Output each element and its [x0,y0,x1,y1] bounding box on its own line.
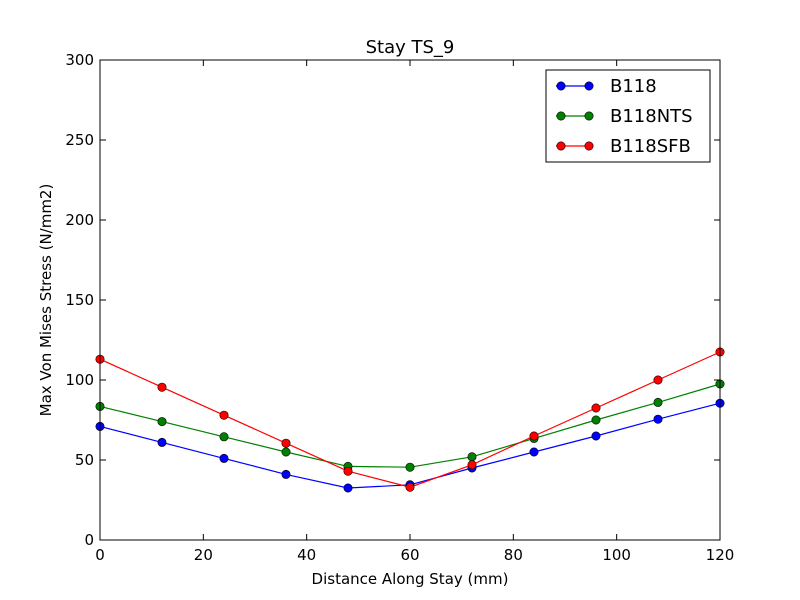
legend-label: B118 [610,76,657,97]
data-point [219,432,229,442]
legend-marker [556,141,566,151]
legend-marker [584,141,594,151]
data-point [529,431,539,441]
x-tick-label: 0 [95,546,105,564]
legend-marker [556,81,566,91]
data-point [591,431,601,441]
data-point [467,452,477,462]
data-point [405,462,415,472]
axis-ticks: 0 20 40 60 80 100 120 0 50 100 150 200 250 300 [65,51,734,564]
y-tick-label: 200 [65,211,94,229]
legend-marker [584,111,594,121]
legend-label: B118NTS [610,106,693,127]
data-point [467,460,477,470]
x-tick-label: 100 [602,546,631,564]
legend-label: B118SFB [610,136,691,157]
legend-box [545,69,711,163]
data-point [529,447,539,457]
data-point [343,466,353,476]
y-tick-label: 150 [65,291,94,309]
y-tick-label: 300 [65,51,94,69]
data-point [157,437,167,447]
data-point [281,447,291,457]
data-point [157,417,167,427]
legend-marker [556,111,566,121]
data-point [343,483,353,493]
data-point [157,382,167,392]
x-tick-label: 120 [706,546,735,564]
data-point [653,375,663,385]
data-point [219,410,229,420]
data-point [219,453,229,463]
x-tick-label: 20 [194,546,213,564]
y-tick-label: 100 [65,371,94,389]
x-tick-label: 60 [400,546,419,564]
y-axis-label: Max Von Mises Stress (N/mm2) [37,184,55,417]
x-tick-label: 40 [297,546,316,564]
data-point [281,438,291,448]
legend: B118 B118NTS B118SFB [545,69,711,163]
legend-marker [584,81,594,91]
x-tick-label: 80 [504,546,523,564]
data-point [591,403,601,413]
y-tick-label: 50 [75,451,94,469]
y-tick-label: 0 [84,531,94,549]
data-point [653,414,663,424]
data-point [653,397,663,407]
data-point [405,482,415,492]
data-point [281,469,291,479]
x-axis-label: Distance Along Stay (mm) [312,570,509,588]
data-point [591,415,601,425]
chart-title: Stay TS_9 [366,37,455,58]
y-tick-label: 250 [65,131,94,149]
series-layer [95,347,725,493]
